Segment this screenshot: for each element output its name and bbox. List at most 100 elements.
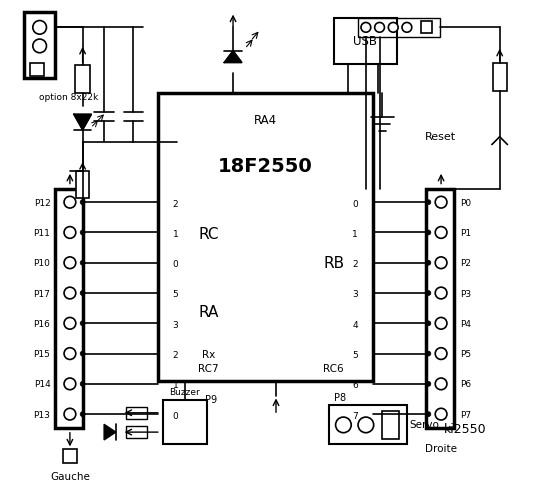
Text: option 8x22k: option 8x22k bbox=[39, 93, 98, 102]
Bar bbox=[328, 405, 407, 444]
Text: 0: 0 bbox=[173, 260, 178, 269]
Text: 5: 5 bbox=[173, 290, 178, 300]
Text: 3: 3 bbox=[173, 321, 178, 330]
Circle shape bbox=[358, 417, 374, 432]
Text: P3: P3 bbox=[460, 289, 471, 299]
Text: 5: 5 bbox=[352, 351, 358, 360]
Circle shape bbox=[435, 317, 447, 329]
Bar bbox=[382, 411, 399, 439]
Text: 0: 0 bbox=[173, 411, 178, 420]
Text: RC7: RC7 bbox=[199, 364, 219, 374]
Text: Reset: Reset bbox=[425, 132, 456, 142]
Text: P7: P7 bbox=[460, 410, 471, 420]
Circle shape bbox=[64, 378, 76, 390]
Circle shape bbox=[80, 260, 85, 265]
Text: P5: P5 bbox=[460, 350, 471, 359]
Text: 6: 6 bbox=[352, 381, 358, 390]
Bar bbox=[493, 63, 507, 91]
Text: P2: P2 bbox=[460, 259, 471, 268]
Circle shape bbox=[435, 378, 447, 390]
Text: P8: P8 bbox=[335, 393, 347, 403]
Bar bbox=[421, 22, 432, 33]
Text: Servo: Servo bbox=[410, 420, 440, 430]
Bar bbox=[24, 12, 55, 78]
Text: 7: 7 bbox=[352, 411, 358, 420]
Circle shape bbox=[80, 351, 85, 356]
Text: 1: 1 bbox=[352, 230, 358, 239]
Bar bbox=[333, 18, 397, 64]
Circle shape bbox=[435, 408, 447, 420]
Bar bbox=[75, 65, 91, 93]
Text: 3: 3 bbox=[352, 290, 358, 300]
Text: RC: RC bbox=[199, 227, 219, 242]
Text: P11: P11 bbox=[34, 229, 50, 238]
Circle shape bbox=[402, 23, 412, 32]
Circle shape bbox=[64, 196, 76, 208]
Circle shape bbox=[435, 348, 447, 360]
Text: 2: 2 bbox=[352, 260, 358, 269]
Text: 2: 2 bbox=[173, 351, 178, 360]
Circle shape bbox=[426, 382, 431, 386]
Text: 1: 1 bbox=[173, 381, 178, 390]
Circle shape bbox=[426, 230, 431, 235]
Text: P9: P9 bbox=[206, 396, 218, 406]
Circle shape bbox=[80, 200, 85, 204]
Circle shape bbox=[435, 257, 447, 269]
Circle shape bbox=[426, 200, 431, 204]
Bar bbox=[358, 18, 440, 37]
Text: RA4: RA4 bbox=[254, 114, 277, 127]
Bar bbox=[30, 62, 44, 76]
Bar bbox=[126, 426, 147, 438]
Text: 2: 2 bbox=[173, 200, 178, 209]
Circle shape bbox=[361, 23, 371, 32]
Text: P4: P4 bbox=[460, 320, 471, 329]
Text: P6: P6 bbox=[460, 380, 471, 389]
Text: 0: 0 bbox=[352, 200, 358, 209]
Circle shape bbox=[336, 417, 351, 432]
Text: RC6: RC6 bbox=[324, 364, 344, 374]
Text: P14: P14 bbox=[34, 380, 50, 389]
Circle shape bbox=[80, 321, 85, 326]
Polygon shape bbox=[104, 424, 116, 440]
Text: P12: P12 bbox=[34, 199, 50, 208]
Circle shape bbox=[64, 348, 76, 360]
Text: P15: P15 bbox=[34, 350, 50, 359]
Circle shape bbox=[435, 287, 447, 299]
Circle shape bbox=[80, 290, 85, 296]
Circle shape bbox=[426, 351, 431, 356]
Bar bbox=[55, 189, 82, 428]
Circle shape bbox=[388, 23, 398, 32]
Circle shape bbox=[426, 260, 431, 265]
Text: 4: 4 bbox=[352, 321, 358, 330]
Text: ki2550: ki2550 bbox=[444, 423, 487, 436]
Circle shape bbox=[426, 290, 431, 296]
Circle shape bbox=[64, 317, 76, 329]
Text: P13: P13 bbox=[34, 410, 50, 420]
Text: Droite: Droite bbox=[425, 444, 457, 454]
Text: 1: 1 bbox=[173, 230, 178, 239]
Bar bbox=[426, 189, 454, 428]
Circle shape bbox=[64, 287, 76, 299]
Text: P17: P17 bbox=[34, 289, 50, 299]
Text: P10: P10 bbox=[34, 259, 50, 268]
Circle shape bbox=[435, 196, 447, 208]
Text: Rx: Rx bbox=[202, 349, 215, 360]
Text: Buzzer: Buzzer bbox=[169, 388, 200, 397]
Circle shape bbox=[435, 227, 447, 239]
Bar bbox=[158, 93, 373, 381]
Text: P0: P0 bbox=[460, 199, 471, 208]
Text: RB: RB bbox=[323, 256, 344, 271]
Text: P16: P16 bbox=[34, 320, 50, 329]
Circle shape bbox=[64, 227, 76, 239]
Circle shape bbox=[33, 21, 46, 34]
Polygon shape bbox=[225, 51, 242, 62]
Circle shape bbox=[426, 412, 431, 417]
Polygon shape bbox=[74, 114, 91, 130]
Text: Gauche: Gauche bbox=[50, 472, 90, 480]
Circle shape bbox=[80, 412, 85, 417]
Circle shape bbox=[426, 321, 431, 326]
Circle shape bbox=[64, 257, 76, 269]
Circle shape bbox=[80, 230, 85, 235]
Text: 18F2550: 18F2550 bbox=[218, 156, 312, 176]
Text: P1: P1 bbox=[460, 229, 471, 238]
